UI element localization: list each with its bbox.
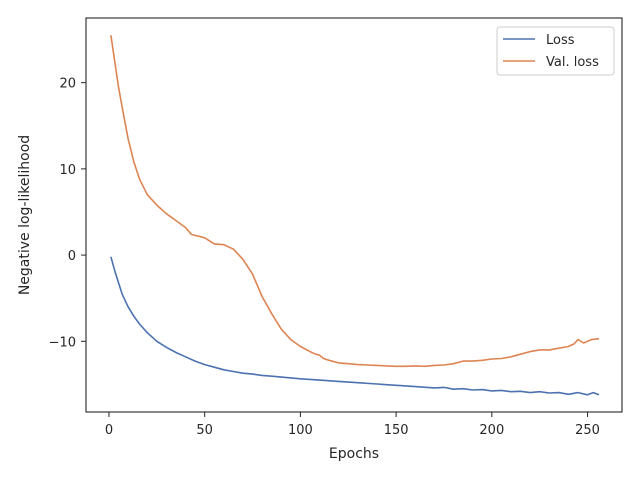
legend: Loss Val. loss	[496, 26, 615, 76]
plot-lines	[110, 35, 600, 396]
x-tick-label: 100	[288, 423, 313, 438]
series-line-0	[110, 256, 600, 396]
x-tick-label: 0	[105, 423, 113, 438]
plot-frame	[85, 17, 623, 413]
legend-label-loss: Loss	[546, 33, 575, 48]
x-axis: 0 50 100 150 200 250	[105, 412, 600, 438]
legend-label-val-loss: Val. loss	[546, 55, 599, 70]
x-axis-label: Epochs	[329, 446, 379, 462]
series-line-1	[110, 35, 600, 368]
y-tick-label: 0	[68, 249, 76, 264]
y-axis-label: Negative log-likelihood	[17, 135, 33, 295]
x-tick-label: 250	[575, 423, 600, 438]
x-tick-label: 50	[196, 423, 213, 438]
x-tick-label: 150	[384, 423, 409, 438]
y-tick-label: 10	[59, 163, 76, 178]
y-tick-label: −10	[49, 335, 76, 350]
y-axis: −10 0 10 20	[49, 77, 86, 350]
y-tick-label: 20	[59, 77, 76, 92]
x-tick-label: 200	[479, 423, 504, 438]
